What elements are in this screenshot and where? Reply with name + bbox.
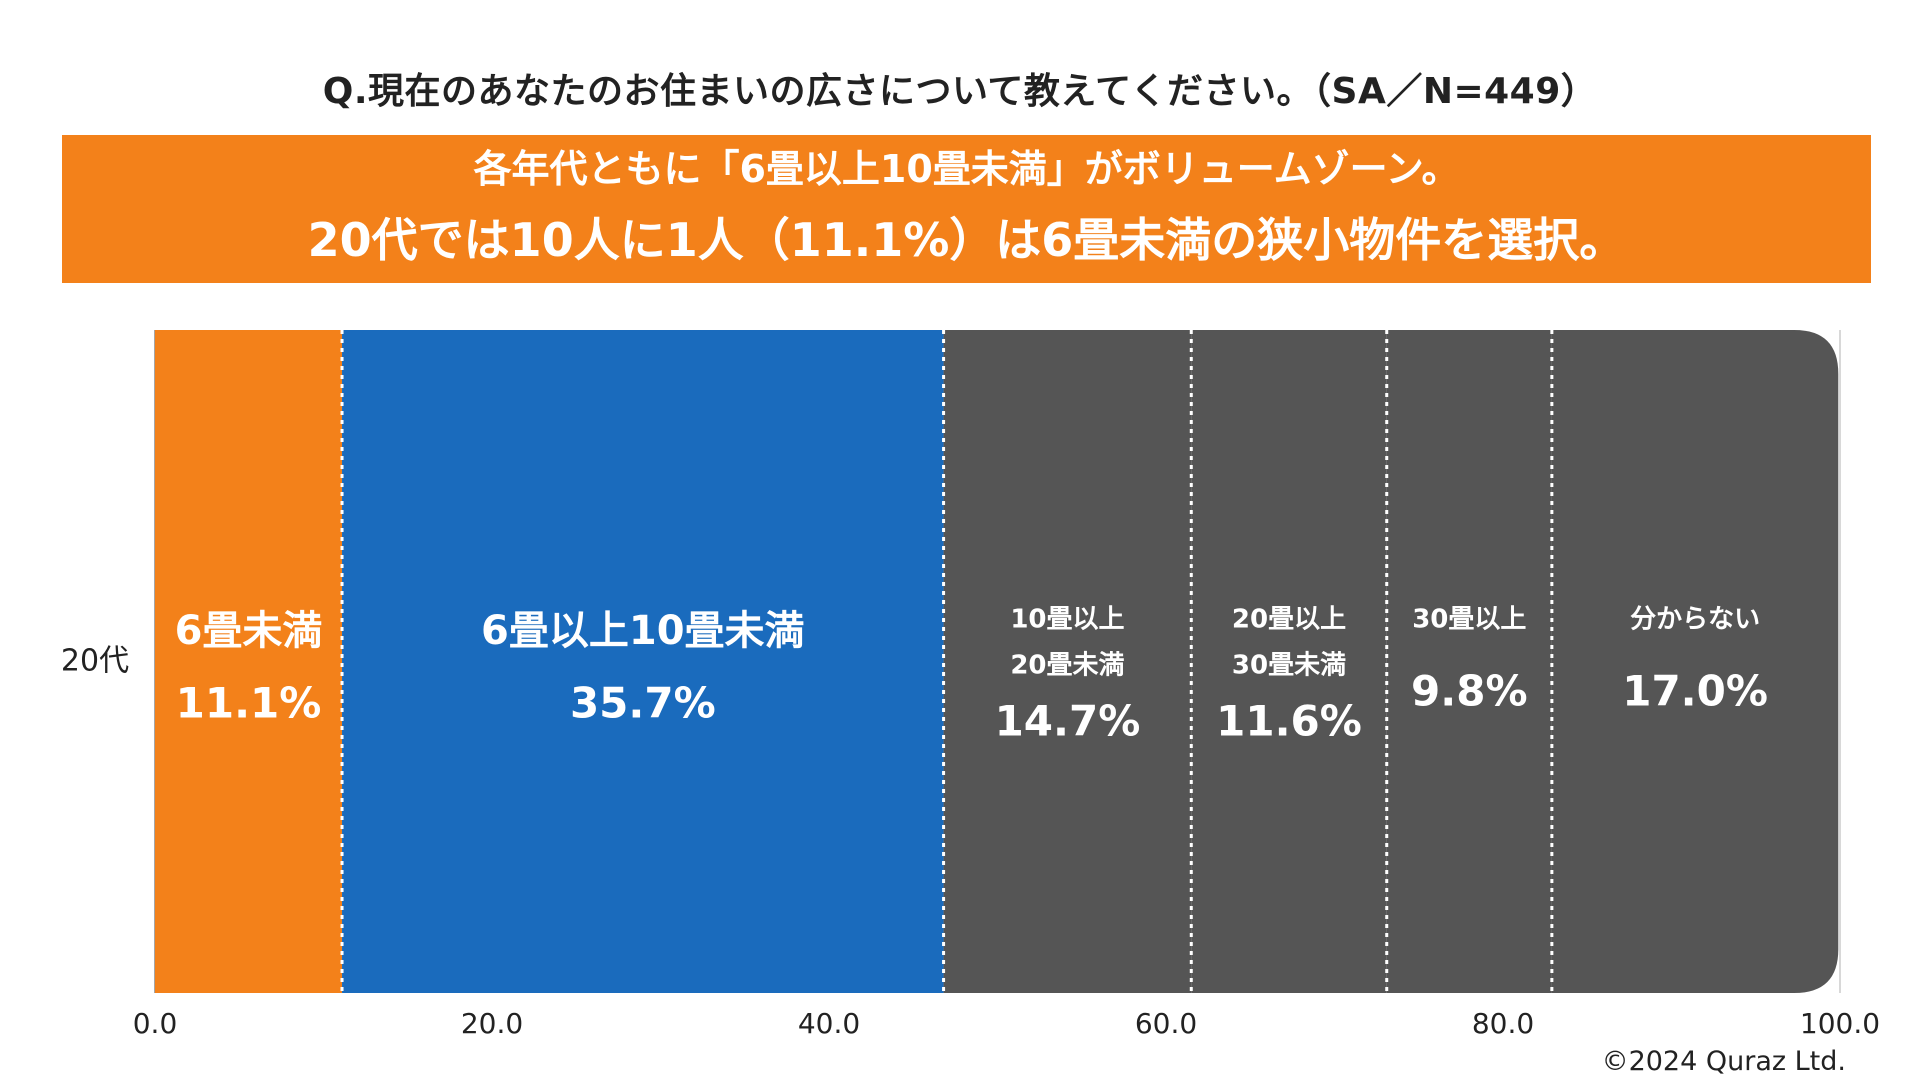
segment-name-label: 20畳以上 (1232, 605, 1346, 635)
segment-name-label: 10畳以上 (1010, 605, 1124, 635)
category-label: 20代 (61, 644, 129, 679)
copyright-notice: ©2024 Quraz Ltd. (1601, 1046, 1846, 1077)
x-tick-label: 0.0 (133, 1007, 178, 1040)
segment-value-label: 9.8% (1411, 667, 1527, 716)
x-tick-label: 40.0 (798, 1007, 860, 1040)
segment-value-label: 11.6% (1216, 697, 1362, 746)
bar-segment-6 (1551, 330, 1839, 993)
summary-line-2: 20代では10人に1人（11.1%）は6畳未満の狭小物件を選択。 (307, 213, 1626, 267)
x-tick-label: 60.0 (1135, 1007, 1197, 1040)
segment-value-label: 11.1% (176, 679, 322, 728)
bar-segment-2 (342, 330, 944, 993)
segment-value-label: 35.7% (570, 679, 716, 728)
x-tick-label: 100.0 (1800, 1007, 1880, 1040)
bar-segment-1 (155, 330, 343, 993)
chart-question-title: Q.現在のあなたのお住まいの広さについて教えてください。（SA／N=449） (322, 71, 1598, 112)
segment-name-label: 6畳未満 (175, 608, 323, 654)
segment-value-label: 14.7% (995, 697, 1141, 746)
segment-name-label: 6畳以上10畳未満 (481, 608, 805, 654)
segment-value-label: 17.0% (1622, 667, 1768, 716)
summary-line-1: 各年代ともに「6畳以上10畳未満」がボリュームゾーン。 (473, 147, 1460, 191)
x-tick-label: 20.0 (461, 1007, 523, 1040)
summary-banner: 各年代ともに「6畳以上10畳未満」がボリュームゾーン。 20代では10人に1人（… (62, 135, 1871, 283)
x-tick-label: 80.0 (1472, 1007, 1534, 1040)
segment-name-label: 20畳未満 (1010, 651, 1124, 681)
segment-name-label: 30畳未満 (1232, 651, 1346, 681)
bar-segment-5 (1386, 330, 1552, 993)
bar-segment-3 (943, 330, 1192, 993)
segment-name-label: 30畳以上 (1412, 605, 1526, 635)
segment-name-label: 分からない (1630, 605, 1760, 635)
bar-segment-4 (1191, 330, 1387, 993)
